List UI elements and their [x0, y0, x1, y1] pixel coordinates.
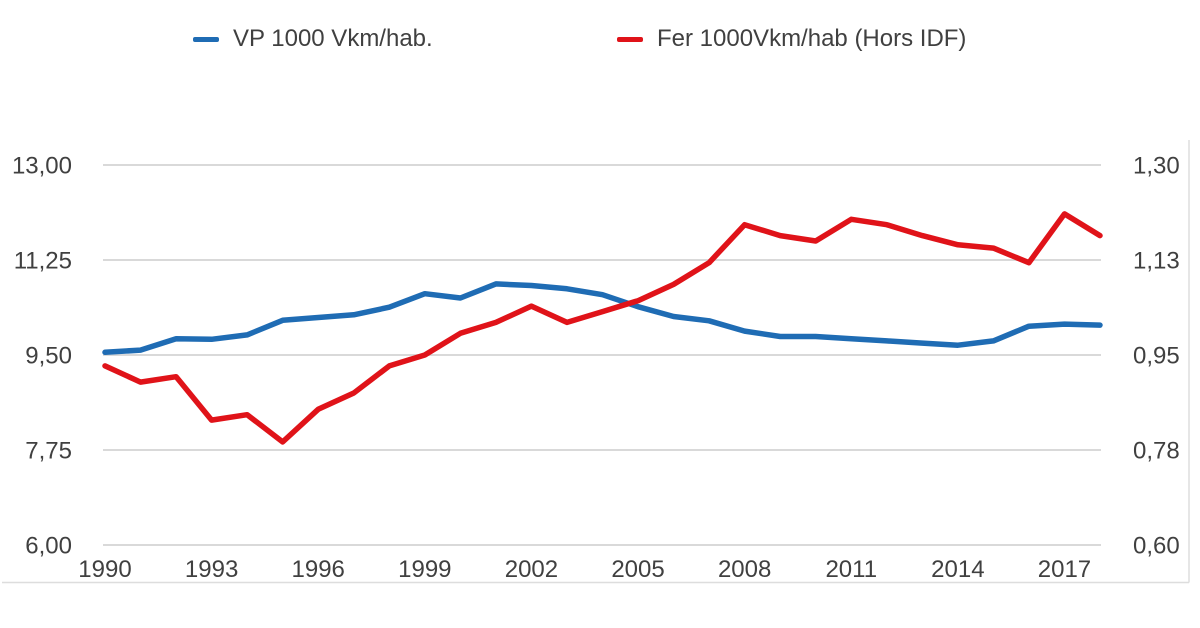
- x-axis-tick-label: 2014: [931, 556, 984, 583]
- legend-item-vp: VP 1000 Vkm/hab.: [193, 25, 433, 53]
- x-axis-tick-label: 1996: [292, 556, 345, 583]
- x-axis-tick-label: 2017: [1038, 556, 1091, 583]
- x-axis-tick-label: 1993: [185, 556, 238, 583]
- legend-label-vp: VP 1000 Vkm/hab.: [233, 25, 433, 52]
- x-axis-tick-label: 2005: [611, 556, 664, 583]
- series-line-fer: [102, 211, 1103, 445]
- legend-item-fer: Fer 1000Vkm/hab (Hors IDF): [617, 25, 966, 53]
- right-axis-tick-label: 0,95: [1133, 343, 1180, 370]
- left-axis-tick-label: 13,00: [12, 153, 72, 180]
- right-axis-tick-label: 1,13: [1133, 248, 1180, 275]
- x-axis-tick-label: 2008: [718, 556, 771, 583]
- left-axis-tick-label: 6,00: [25, 533, 72, 560]
- left-axis-tick-label: 9,50: [25, 343, 72, 370]
- x-axis-tick-label: 1990: [78, 556, 131, 583]
- left-axis-tick-label: 11,25: [14, 248, 72, 275]
- series-line-vp: [102, 281, 1103, 356]
- right-axis-tick-label: 0,60: [1133, 533, 1180, 560]
- right-axis-tick-label: 1,30: [1133, 153, 1180, 180]
- x-axis-tick-label: 2011: [825, 556, 877, 583]
- left-axis-tick-label: 7,75: [25, 438, 72, 465]
- right-axis-tick-label: 0,78: [1133, 438, 1180, 465]
- x-axis-tick-label: 2002: [505, 556, 558, 583]
- legend-label-fer: Fer 1000Vkm/hab (Hors IDF): [657, 25, 967, 52]
- vp-series-swatch-icon: [193, 36, 219, 42]
- fer-series-swatch-icon: [617, 36, 643, 42]
- x-axis-tick-label: 1999: [398, 556, 451, 583]
